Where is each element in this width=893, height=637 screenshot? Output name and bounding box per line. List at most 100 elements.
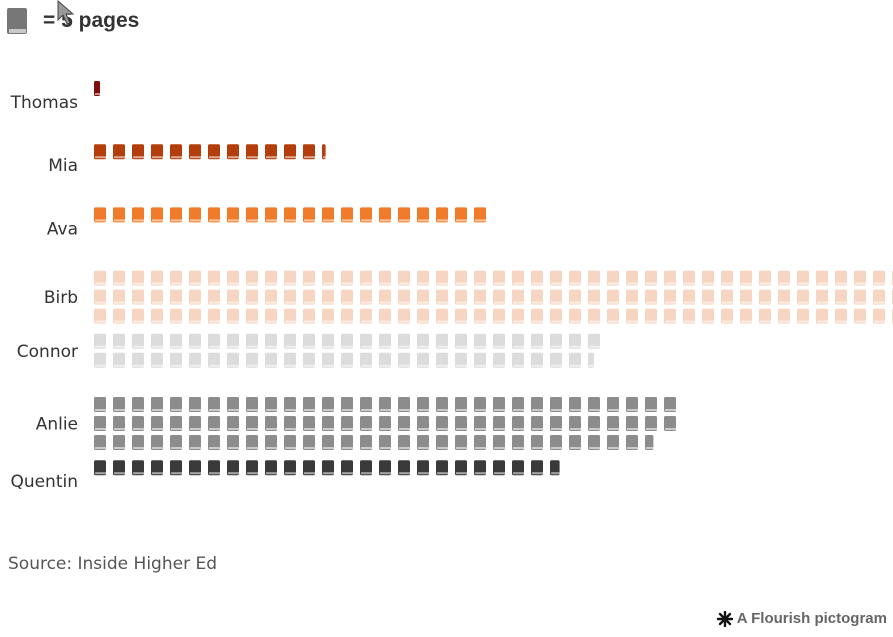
book-icon bbox=[417, 289, 429, 305]
book-icon bbox=[531, 435, 543, 450]
book-icon bbox=[284, 207, 296, 223]
book-icon bbox=[151, 308, 163, 324]
book-icon bbox=[322, 207, 334, 223]
book-icon bbox=[436, 416, 448, 431]
book-icon bbox=[113, 352, 125, 368]
book-icon bbox=[512, 352, 524, 368]
book-icon bbox=[512, 289, 524, 305]
book-icon bbox=[740, 289, 752, 305]
book-icon bbox=[569, 397, 581, 412]
book-icon bbox=[360, 397, 372, 412]
book-icon bbox=[265, 460, 277, 476]
book-icon bbox=[303, 352, 315, 368]
book-icon bbox=[588, 416, 600, 431]
book-icon bbox=[170, 416, 182, 431]
book-icon bbox=[246, 460, 258, 476]
book-icon bbox=[512, 333, 524, 349]
book-icon bbox=[645, 308, 657, 324]
book-icon bbox=[398, 333, 410, 349]
book-icon bbox=[645, 397, 657, 412]
book-icon bbox=[170, 270, 182, 286]
book-icon bbox=[151, 207, 163, 223]
book-icon bbox=[322, 416, 334, 431]
book-icon bbox=[265, 270, 277, 286]
book-icon bbox=[246, 397, 258, 412]
book-icon bbox=[151, 352, 163, 368]
book-icon bbox=[189, 333, 201, 349]
book-icon bbox=[607, 397, 619, 412]
book-icon bbox=[588, 308, 600, 324]
book-icon bbox=[759, 270, 771, 286]
book-icon bbox=[284, 352, 296, 368]
book-icon bbox=[493, 308, 505, 324]
book-icon bbox=[360, 460, 372, 476]
book-icon bbox=[664, 289, 676, 305]
book-icon bbox=[645, 435, 654, 450]
book-icon bbox=[455, 416, 467, 431]
book-icon bbox=[797, 308, 809, 324]
book-icon bbox=[94, 416, 106, 431]
book-icon bbox=[284, 308, 296, 324]
book-icon bbox=[626, 289, 638, 305]
book-icon bbox=[474, 416, 486, 431]
book-icon bbox=[132, 435, 144, 450]
book-icon bbox=[417, 397, 429, 412]
book-icon bbox=[550, 352, 562, 368]
book-icon bbox=[664, 270, 676, 286]
book-icon bbox=[113, 270, 125, 286]
book-icon bbox=[189, 308, 201, 324]
book-icon bbox=[170, 435, 182, 450]
book-icon bbox=[645, 416, 657, 431]
book-icon bbox=[132, 308, 144, 324]
book-icon bbox=[683, 308, 695, 324]
book-icon bbox=[455, 308, 467, 324]
book-icon bbox=[398, 207, 410, 223]
book-icon bbox=[208, 270, 220, 286]
pictogram-row: Quentin bbox=[10, 460, 560, 492]
pictogram-row: Thomas bbox=[10, 81, 100, 113]
category-label: Mia bbox=[48, 156, 78, 176]
book-icon bbox=[284, 435, 296, 450]
book-icon bbox=[322, 289, 334, 305]
book-icon bbox=[493, 460, 505, 476]
book-icon bbox=[341, 416, 353, 431]
book-icon bbox=[493, 289, 505, 305]
book-icon bbox=[398, 435, 410, 450]
book-icon bbox=[379, 207, 391, 223]
book-icon bbox=[265, 207, 277, 223]
book-icon bbox=[455, 397, 467, 412]
flourish-credit-link[interactable]: A Flourish pictogram bbox=[716, 610, 887, 627]
book-icon bbox=[227, 460, 239, 476]
category-label: Anlie bbox=[36, 415, 78, 435]
book-icon bbox=[455, 460, 467, 476]
book-icon bbox=[132, 397, 144, 412]
book-icon bbox=[341, 397, 353, 412]
book-icon bbox=[341, 289, 353, 305]
book-icon bbox=[265, 289, 277, 305]
book-icon bbox=[683, 270, 695, 286]
book-icon bbox=[265, 352, 277, 368]
book-icon bbox=[436, 270, 448, 286]
book-icon bbox=[227, 416, 239, 431]
book-icon bbox=[151, 397, 163, 412]
book-icon bbox=[360, 333, 372, 349]
book-icon bbox=[132, 207, 144, 223]
pictogram-row: Anlie bbox=[36, 397, 676, 450]
pictogram-row: Mia bbox=[48, 144, 326, 176]
book-icon bbox=[512, 435, 524, 450]
book-icon bbox=[341, 207, 353, 223]
book-icon bbox=[170, 333, 182, 349]
book-icon bbox=[379, 333, 391, 349]
category-label: Birb bbox=[44, 288, 78, 308]
book-icon bbox=[626, 397, 638, 412]
flourish-credit-label: A Flourish pictogram bbox=[736, 610, 887, 627]
book-icon bbox=[664, 416, 676, 431]
book-icon bbox=[246, 435, 258, 450]
book-icon bbox=[379, 416, 391, 431]
book-icon bbox=[265, 333, 277, 349]
book-icon bbox=[113, 333, 125, 349]
book-icon bbox=[189, 207, 201, 223]
book-icon bbox=[474, 352, 486, 368]
book-icon bbox=[588, 435, 600, 450]
book-icon bbox=[246, 207, 258, 223]
